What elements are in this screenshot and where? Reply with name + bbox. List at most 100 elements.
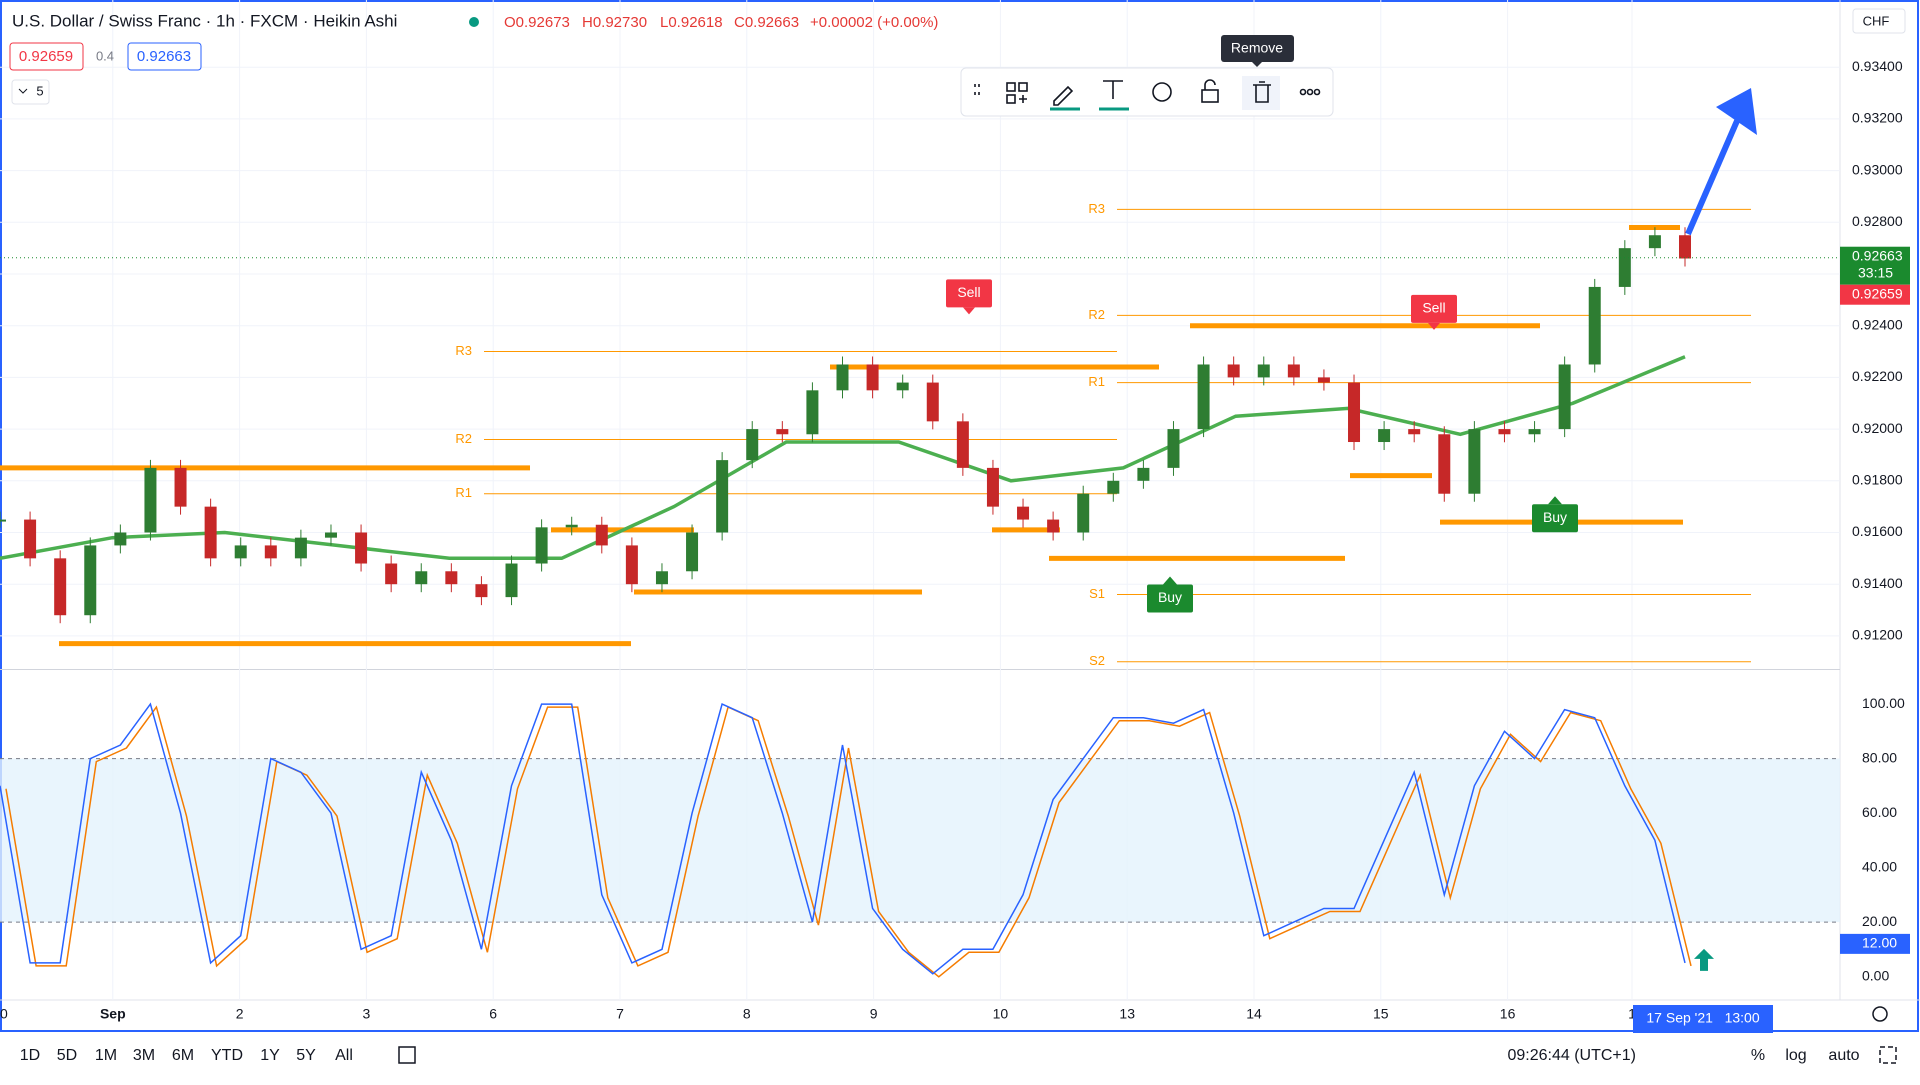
candle <box>264 545 277 559</box>
pivot-label: R3 <box>1088 201 1105 216</box>
ohlc-open: O0.92673 <box>504 14 570 31</box>
time-label: 16 <box>1500 1006 1516 1022</box>
candle <box>24 519 37 559</box>
time-label: Sep <box>100 1006 126 1022</box>
lock-button[interactable] <box>1201 79 1219 103</box>
signal-box <box>1411 294 1457 323</box>
last-price-tag <box>1840 246 1910 285</box>
indicator-count[interactable]: 5 <box>36 83 43 98</box>
range-button[interactable]: All <box>335 1047 353 1064</box>
pivot-label: R3 <box>455 343 472 358</box>
alert-arrow <box>1694 948 1714 971</box>
candle <box>836 364 849 391</box>
candle <box>1017 506 1030 520</box>
candle <box>1227 364 1240 378</box>
ohlc-change: +0.00002 (+0.00%) <box>810 14 938 31</box>
pivot-label: S2 <box>1089 653 1105 668</box>
time-label: 9 <box>870 1006 878 1022</box>
remove-button[interactable] <box>1253 81 1271 103</box>
currency-button[interactable] <box>1852 8 1906 34</box>
signal-label: Sell <box>1422 300 1445 316</box>
settings-button[interactable] <box>1152 82 1172 102</box>
candle <box>1348 382 1361 443</box>
range-button[interactable]: 1D <box>20 1047 40 1064</box>
price-tick-label: 0.92200 <box>1852 368 1903 384</box>
auto-toggle[interactable]: auto <box>1828 1047 1859 1064</box>
text-color-button[interactable] <box>1103 80 1123 99</box>
percent-toggle[interactable]: % <box>1751 1047 1765 1064</box>
range-button[interactable]: 1Y <box>260 1047 280 1064</box>
candle <box>1197 364 1210 430</box>
range-button[interactable]: 5D <box>57 1047 77 1064</box>
oscillator-band <box>0 758 1840 923</box>
ask[interactable]: 0.92663 <box>137 48 191 65</box>
price-tick-label: 0.93000 <box>1852 161 1903 177</box>
buy-button[interactable] <box>127 42 202 71</box>
candle <box>535 527 548 564</box>
arrow-head <box>1716 88 1757 135</box>
time-label: 3 <box>363 1006 371 1022</box>
time-label: 15 <box>1373 1006 1389 1022</box>
time-label: 8 <box>743 1006 751 1022</box>
chevron-icon <box>18 88 28 94</box>
candle <box>686 532 699 572</box>
indicators-toggle[interactable] <box>11 79 50 105</box>
osc-last-tag <box>1840 933 1910 954</box>
candle <box>1648 235 1661 249</box>
signal-pointer <box>1548 496 1562 505</box>
price-tick-label: 0.92800 <box>1852 213 1903 229</box>
fullscreen-icon[interactable] <box>1879 1046 1897 1064</box>
price-tick-label: 0.91600 <box>1852 523 1903 539</box>
signal-box <box>946 279 992 308</box>
range-button[interactable]: 5Y <box>296 1047 316 1064</box>
time-label: 1 <box>1628 1006 1636 1022</box>
settings-icon[interactable] <box>1872 1006 1888 1022</box>
price-tick-label: 0.92400 <box>1852 316 1903 332</box>
candle <box>956 421 969 468</box>
bid-tag <box>1840 284 1910 305</box>
arrow-shaft <box>1685 112 1743 236</box>
candle <box>625 545 638 585</box>
price-tick-label: 0.91200 <box>1852 627 1903 643</box>
candle <box>294 537 307 559</box>
candle <box>1378 429 1391 443</box>
candle <box>1287 364 1300 378</box>
signal-label: Buy <box>1158 589 1182 605</box>
candle <box>1438 434 1451 494</box>
pivot-label: S1 <box>1089 586 1105 601</box>
candle <box>986 467 999 507</box>
log-toggle[interactable]: log <box>1785 1047 1806 1064</box>
drag-handle[interactable] <box>974 84 980 95</box>
date-range-icon[interactable] <box>398 1046 416 1064</box>
ohlc-close: C0.92663 <box>734 14 799 31</box>
candle <box>1468 429 1481 494</box>
candle <box>144 467 157 533</box>
candle <box>385 563 398 585</box>
bid[interactable]: 0.92659 <box>19 48 73 65</box>
currency[interactable]: CHF <box>1863 13 1890 28</box>
price-tick-label: 0.93200 <box>1852 110 1903 126</box>
symbol: U.S. Dollar / Swiss Franc · 1h · FXCM · … <box>12 11 397 30</box>
range-button[interactable]: 1M <box>95 1047 117 1064</box>
ohlc-high: H0.92730 <box>582 14 647 31</box>
candle <box>355 532 368 564</box>
candle <box>0 519 6 522</box>
more-button[interactable] <box>1299 88 1321 96</box>
range-button[interactable]: YTD <box>211 1047 243 1064</box>
templates-button[interactable] <box>1006 82 1028 104</box>
candle <box>415 571 428 585</box>
signal-box <box>1532 504 1578 533</box>
tooltip-text: Remove <box>1231 40 1283 56</box>
crosshair-time: 17 Sep '21 13:00 <box>1646 1010 1759 1026</box>
line-color-button[interactable] <box>1053 85 1074 106</box>
candle <box>1498 429 1511 435</box>
sell-button[interactable] <box>9 42 84 71</box>
price-tick-label: 0.93400 <box>1852 58 1903 74</box>
range-button[interactable]: 6M <box>172 1047 194 1064</box>
osc-tick-label: 0.00 <box>1862 967 1889 983</box>
range-button[interactable]: 3M <box>133 1047 155 1064</box>
signal-pointer <box>1428 322 1440 330</box>
osc-tick-label: 60.00 <box>1862 804 1897 820</box>
candle <box>1317 377 1330 383</box>
